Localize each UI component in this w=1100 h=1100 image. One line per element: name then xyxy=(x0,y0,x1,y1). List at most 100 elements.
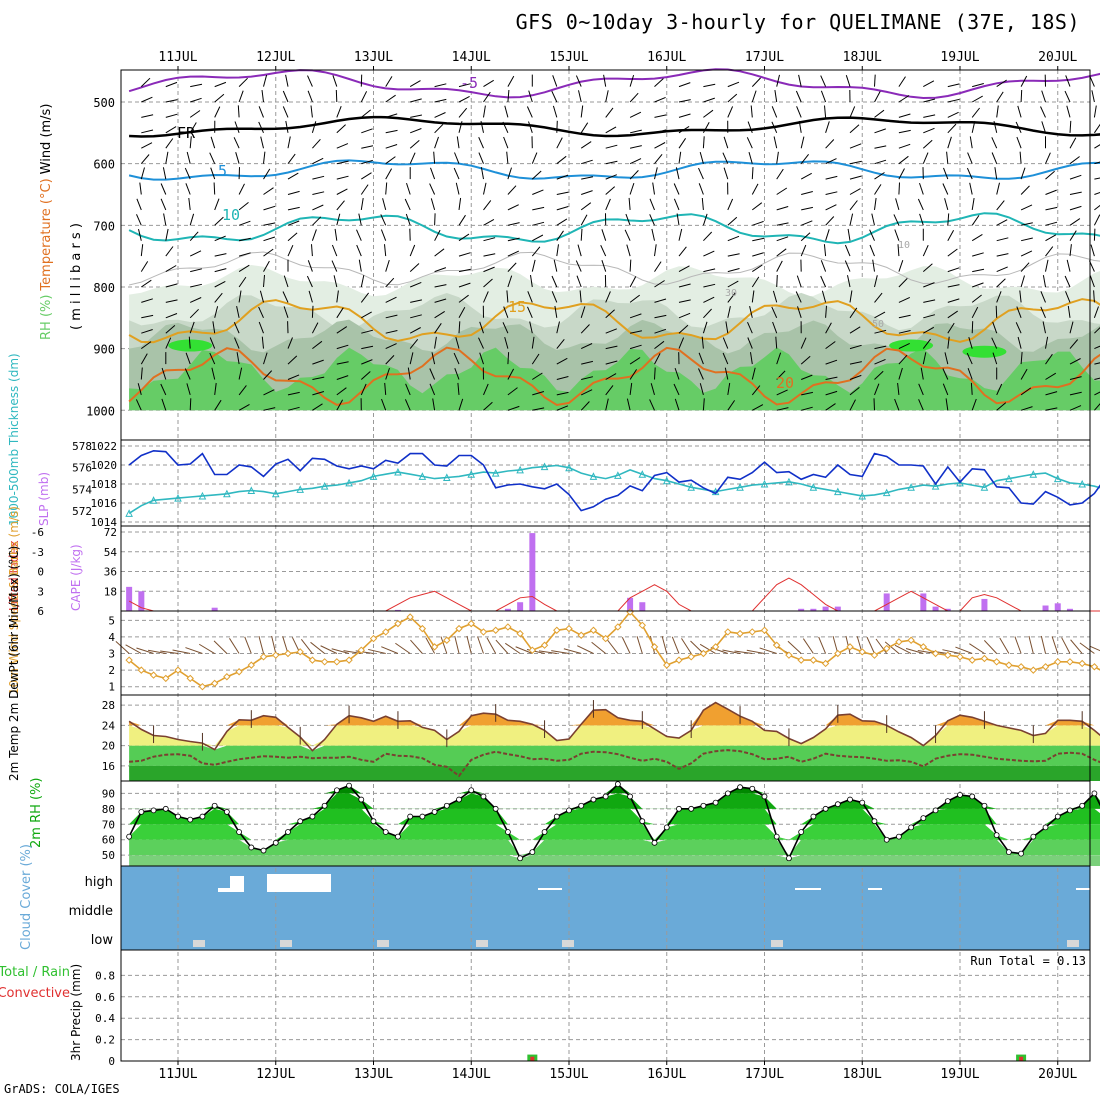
thickness-point xyxy=(174,493,182,502)
cape-ylabel: CAPE (J/kg) xyxy=(69,544,83,611)
wind-barb xyxy=(214,268,227,273)
date-label-bottom: 13JUL xyxy=(354,1067,393,1082)
wind-barb xyxy=(947,213,950,226)
wind-barb xyxy=(1020,75,1028,87)
wind-speed-point xyxy=(1017,663,1025,671)
surface-wind-barb xyxy=(466,635,472,654)
wind-barb xyxy=(603,74,607,87)
wind-barb xyxy=(483,253,496,257)
rh2m-point xyxy=(223,809,230,815)
wind-barb xyxy=(605,345,618,350)
wind-barb xyxy=(947,310,958,319)
wind-barb xyxy=(1020,204,1033,211)
wind-barb xyxy=(898,155,909,165)
rh2m-point xyxy=(944,798,951,804)
wind-barb xyxy=(654,367,656,380)
rh2m-point xyxy=(1091,790,1098,797)
thickness-ylabel: 1000-500mb Thickness (dm) xyxy=(7,353,21,526)
wind-barb xyxy=(504,105,509,118)
wind-barb xyxy=(580,324,590,334)
rh2m-point xyxy=(663,824,670,831)
wind-barb xyxy=(727,216,738,226)
wind-barb xyxy=(507,275,513,288)
wind-barb xyxy=(1045,221,1058,226)
wind-barb xyxy=(336,200,345,211)
temp-tick: 16 xyxy=(102,760,115,773)
wind-barb xyxy=(1020,406,1033,411)
wind-barb xyxy=(996,278,1006,288)
wind-barb xyxy=(483,266,495,273)
wind-barb xyxy=(409,140,420,149)
surface-wind-barb xyxy=(942,649,961,654)
surface-wind-barb xyxy=(381,646,399,654)
wind-barb xyxy=(825,121,830,133)
wind-barb xyxy=(966,167,973,180)
wind-barb xyxy=(434,310,445,319)
wind-barb xyxy=(849,307,858,319)
date-label-top: 17JUL xyxy=(745,50,784,65)
wind-barb xyxy=(552,105,558,118)
wind-barb xyxy=(942,183,949,195)
cape-bar xyxy=(517,602,524,611)
wind-barb xyxy=(214,253,227,257)
wind-barb xyxy=(580,306,586,318)
rh2m-point xyxy=(541,829,548,835)
wind-barb xyxy=(141,129,154,134)
wind-barb xyxy=(480,120,484,133)
rh2m-band xyxy=(129,855,1100,866)
wind-barb xyxy=(699,151,704,164)
wind-barb xyxy=(996,182,1000,195)
wind-speed-point xyxy=(467,619,475,628)
wind-speed-point xyxy=(1054,658,1062,666)
rh2m-tick: 60 xyxy=(102,834,115,847)
wind-barb xyxy=(432,398,436,411)
wind-barb xyxy=(478,137,484,149)
panel-precip-frame xyxy=(120,949,1091,1062)
wind-barb xyxy=(458,307,466,319)
wind-barb xyxy=(429,383,436,396)
wind-barb xyxy=(752,220,764,226)
wind-barb xyxy=(385,129,398,134)
thickness-point xyxy=(1078,479,1086,488)
precip-tick: 0 xyxy=(108,1055,115,1068)
wind-barb xyxy=(752,252,764,257)
high-cloud-bar xyxy=(538,888,562,890)
rh2m-point xyxy=(187,816,194,823)
wind-barb xyxy=(654,114,667,118)
wind-speed-point xyxy=(736,629,744,638)
wind-barb xyxy=(141,341,152,350)
date-label-top: 16JUL xyxy=(647,50,686,65)
rh2m-point xyxy=(810,813,817,820)
wind-barb xyxy=(454,152,460,164)
wind-barb xyxy=(526,106,533,118)
wind-barb xyxy=(601,260,607,272)
wind-barb xyxy=(214,382,217,395)
wind-barb xyxy=(605,107,614,118)
wind-barb xyxy=(727,305,731,318)
wind-barb xyxy=(629,313,642,319)
wind-barb xyxy=(456,136,460,149)
wind-barb xyxy=(919,182,924,195)
wind-barb xyxy=(894,398,900,411)
wind-barb xyxy=(795,291,802,303)
wind-barb xyxy=(551,291,558,303)
wind-barb xyxy=(237,105,240,118)
surface-wind-barb xyxy=(866,636,875,654)
wind-barb xyxy=(750,105,753,118)
wind-barb xyxy=(722,152,729,164)
rh2m-point xyxy=(786,855,792,862)
pressure-tick: 500 xyxy=(93,96,115,110)
wind-barb xyxy=(1045,189,1057,195)
wind-barb xyxy=(849,290,853,303)
wind-barb xyxy=(946,151,949,164)
rh2m-point xyxy=(724,790,731,797)
wind-barb xyxy=(507,352,510,365)
wind-barb xyxy=(531,336,535,349)
wind-barb xyxy=(678,299,691,303)
surface-wind-barb xyxy=(661,635,668,654)
wind-barb xyxy=(263,205,276,211)
wind-barb xyxy=(453,167,460,180)
wind-barb xyxy=(874,159,887,165)
wind-barb xyxy=(678,283,691,288)
wind-barb xyxy=(698,352,704,365)
